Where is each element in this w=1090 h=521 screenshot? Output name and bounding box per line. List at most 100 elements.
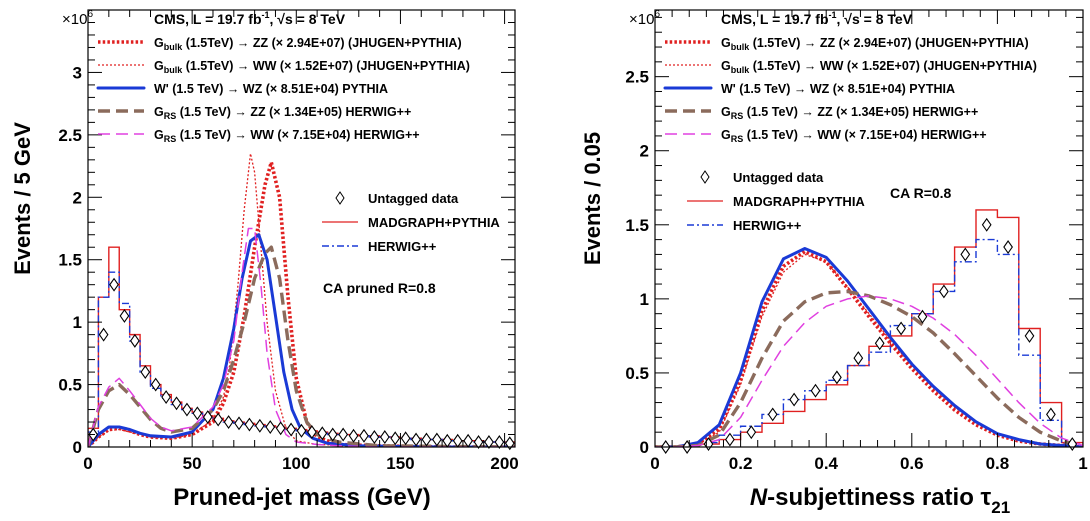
data-point bbox=[150, 377, 161, 392]
legend-entry: Gbulk (1.5TeV) → ZZ (× 2.94E+07) (JHUGEN… bbox=[721, 36, 1029, 52]
y-tick-label: 0.5 bbox=[625, 364, 649, 383]
annotation-label: CA pruned R=0.8 bbox=[323, 280, 436, 296]
signal-curve-3 bbox=[88, 233, 515, 447]
data-point bbox=[98, 327, 109, 342]
x-tick-label: 200 bbox=[490, 454, 518, 473]
data-point bbox=[119, 308, 130, 323]
data-point bbox=[348, 428, 359, 443]
data-point bbox=[810, 383, 821, 398]
data-point bbox=[192, 406, 203, 421]
data-point bbox=[317, 426, 328, 441]
legend-entry: MADGRAPH+PYTHIA bbox=[368, 215, 500, 230]
data-point bbox=[275, 421, 286, 436]
y-tick-label: 1.5 bbox=[58, 251, 82, 270]
data-point bbox=[379, 430, 390, 444]
data-point bbox=[960, 247, 971, 262]
data-point bbox=[171, 396, 182, 411]
signal-curve-5 bbox=[88, 227, 515, 447]
data-point bbox=[140, 365, 151, 380]
cms-header: CMS, L = 19.7 fb-1, √s = 8 TeV bbox=[154, 10, 346, 27]
data-point bbox=[182, 402, 192, 417]
data-point bbox=[234, 416, 244, 431]
y-axis-label: Events / 5 GeV bbox=[10, 122, 35, 275]
data-point bbox=[484, 435, 494, 449]
data-point bbox=[421, 432, 432, 447]
data-point bbox=[494, 435, 505, 449]
data-point bbox=[202, 410, 213, 424]
data-point bbox=[161, 390, 171, 405]
data-point bbox=[896, 321, 906, 336]
legend-entry: GRS (1.5 TeV) → WW (× 7.15E+04) HERWIG++ bbox=[154, 128, 420, 144]
y-tick-label: 0 bbox=[640, 438, 649, 457]
data-point bbox=[874, 336, 885, 351]
y-axis-label: Events / 0.05 bbox=[580, 132, 605, 265]
plot-frame bbox=[87, 9, 516, 448]
y-tick-label: 1.5 bbox=[625, 216, 649, 235]
data-point bbox=[939, 284, 949, 299]
x-tick-label: 150 bbox=[386, 454, 414, 473]
data-point bbox=[359, 428, 369, 443]
data-point bbox=[767, 407, 778, 422]
hist-herwig bbox=[88, 271, 515, 447]
data-point bbox=[411, 432, 421, 447]
y-tick-label: 0 bbox=[73, 438, 82, 457]
data-point bbox=[390, 431, 401, 446]
x-axis-label: Pruned-jet mass (GeV) bbox=[173, 484, 430, 511]
legend-entry: GRS (1.5 TeV) → ZZ (× 1.34E+05) HERWIG++ bbox=[721, 105, 978, 121]
data-point bbox=[1046, 407, 1056, 422]
panel-2: 0 0.2 0.4 0.6 0.8 1 0 0.5 1 1.5 2 2.5 ×106 CMS, L = 1… bbox=[580, 9, 1088, 517]
axis-exponent: ×106 bbox=[629, 9, 660, 28]
x-tick-label: 0 bbox=[83, 454, 92, 473]
signal-curve-2 bbox=[655, 253, 1083, 447]
y-tick-label: 0.5 bbox=[58, 376, 82, 395]
legend-entry: HERWIG++ bbox=[368, 239, 437, 254]
legend-swatch bbox=[335, 191, 345, 205]
x-tick-label: 0.2 bbox=[729, 454, 753, 473]
data-point bbox=[400, 431, 411, 446]
data-point bbox=[504, 436, 515, 451]
x-tick-label: 0.4 bbox=[814, 454, 838, 473]
y-tick-label: 3 bbox=[73, 63, 82, 82]
y-tick-label: 1 bbox=[640, 290, 649, 309]
data-point bbox=[832, 370, 842, 385]
signal-curve-4 bbox=[88, 245, 515, 447]
x-tick-label: 50 bbox=[183, 454, 202, 473]
data-point bbox=[369, 430, 380, 444]
data-point bbox=[327, 427, 338, 442]
legend-entry: Gbulk (1.5TeV) → WW (× 1.52E+07) (JHUGEN… bbox=[721, 59, 1037, 75]
legend-entry: Untagged data bbox=[733, 170, 824, 185]
data-point bbox=[244, 417, 255, 432]
data-point bbox=[853, 351, 864, 366]
legend-entry: MADGRAPH+PYTHIA bbox=[733, 194, 865, 209]
y-tick-label: 2 bbox=[73, 188, 82, 207]
data-point bbox=[746, 425, 757, 440]
y-tick-label: 2.5 bbox=[58, 126, 82, 145]
x-tick-label: 1 bbox=[1078, 454, 1087, 473]
data-point bbox=[286, 422, 296, 437]
y-tick-label: 2.5 bbox=[625, 68, 649, 87]
data-point bbox=[432, 432, 442, 447]
x-axis-label: N-subjettiness ratio τ21 bbox=[750, 484, 1010, 517]
data-point bbox=[254, 418, 265, 433]
data-point bbox=[473, 435, 484, 449]
legend-entry: GRS (1.5 TeV) → ZZ (× 1.34E+05) HERWIG++ bbox=[154, 105, 411, 121]
legend-entry: W' (1.5 TeV) → WZ (× 8.51E+04) PYTHIA bbox=[154, 82, 388, 96]
axis-exponent: ×106 bbox=[62, 9, 93, 28]
hist-madgraph-pythia bbox=[88, 246, 515, 447]
legend-entry: Gbulk (1.5TeV) → ZZ (× 2.94E+07) (JHUGEN… bbox=[154, 36, 462, 52]
data-point bbox=[213, 412, 224, 427]
legend-entry: HERWIG++ bbox=[733, 218, 802, 233]
data-point bbox=[223, 415, 234, 429]
legend-entry: GRS (1.5 TeV) → WW (× 7.15E+04) HERWIG++ bbox=[721, 128, 987, 144]
legend-entry: Untagged data bbox=[368, 191, 459, 206]
data-point bbox=[129, 333, 140, 348]
data-point bbox=[307, 425, 317, 439]
legend-entry: W' (1.5 TeV) → WZ (× 8.51E+04) PYTHIA bbox=[721, 82, 955, 96]
data-point bbox=[917, 309, 928, 324]
annotation-label: CA R=0.8 bbox=[890, 185, 952, 201]
data-point bbox=[296, 423, 307, 438]
legend-swatch bbox=[700, 170, 710, 184]
x-tick-label: 0.6 bbox=[900, 454, 924, 473]
y-tick-label: 1 bbox=[73, 313, 82, 332]
